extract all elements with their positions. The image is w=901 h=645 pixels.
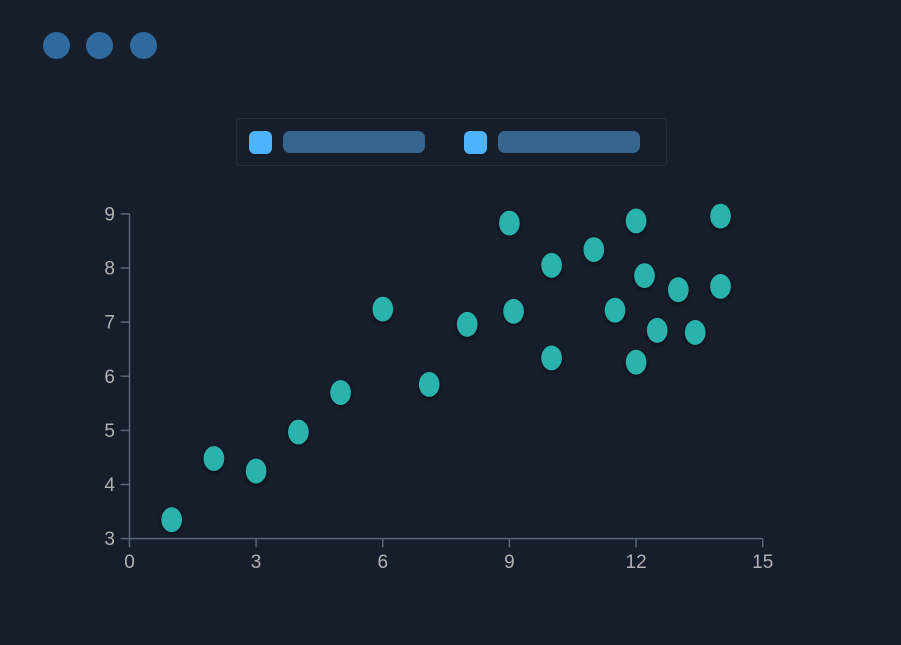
svg-text:6: 6 <box>378 552 389 573</box>
svg-text:4: 4 <box>104 475 115 496</box>
svg-text:8: 8 <box>104 259 115 280</box>
svg-text:6: 6 <box>104 367 115 388</box>
svg-text:0: 0 <box>124 552 135 573</box>
svg-text:3: 3 <box>104 529 115 550</box>
svg-text:9: 9 <box>104 205 115 226</box>
svg-text:7: 7 <box>104 313 115 334</box>
svg-text:5: 5 <box>104 421 115 442</box>
svg-text:3: 3 <box>251 552 262 573</box>
svg-text:12: 12 <box>626 552 647 573</box>
svg-text:15: 15 <box>752 552 773 573</box>
svg-text:9: 9 <box>504 552 515 573</box>
